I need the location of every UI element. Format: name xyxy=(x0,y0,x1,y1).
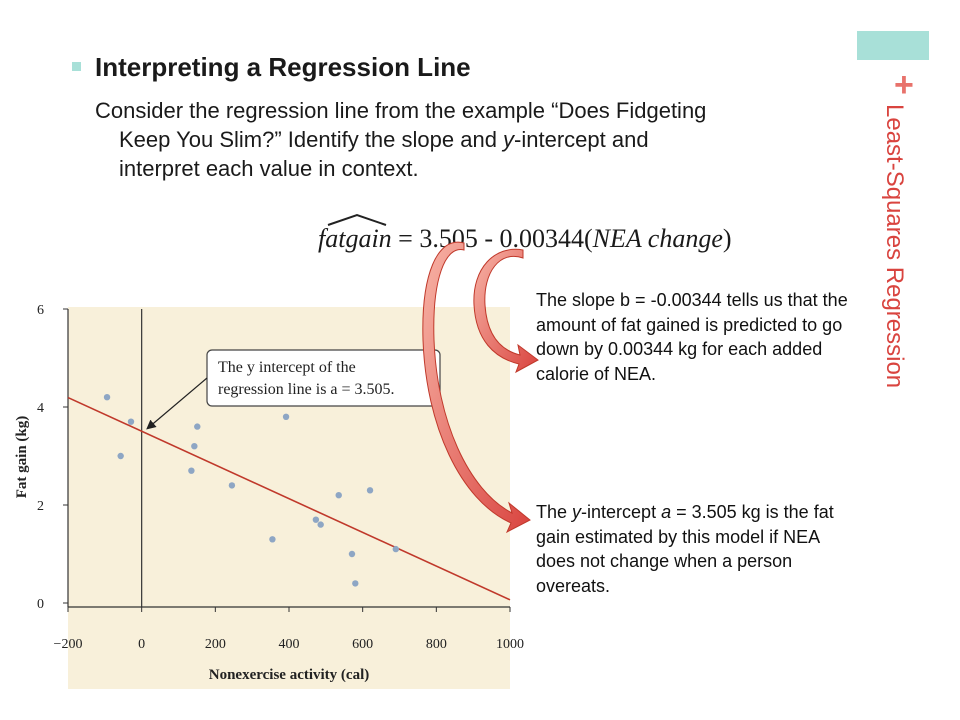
data-point xyxy=(194,423,201,430)
hat-symbol xyxy=(327,213,387,226)
body-text: Consider the regression line from the ex… xyxy=(95,96,855,183)
y-axis-label: Fat gain (kg) xyxy=(14,416,30,499)
data-point xyxy=(282,413,290,420)
y-tick-label: 6 xyxy=(37,303,44,318)
data-point xyxy=(348,550,356,558)
x-tick-label: 0 xyxy=(138,637,145,652)
body-line-2-italic: y xyxy=(503,127,515,152)
data-point xyxy=(317,521,324,528)
equation-response: fatgain xyxy=(318,224,392,253)
equation-close: ) xyxy=(722,224,732,253)
data-point xyxy=(352,580,359,587)
x-tick-label: 200 xyxy=(205,637,226,652)
data-point xyxy=(366,487,374,494)
regression-line-group xyxy=(67,396,511,601)
intercept-note: The y-intercept a = 3.505 kg is the fat … xyxy=(536,500,854,598)
y-tick-label: 4 xyxy=(37,401,44,416)
x-tick-label: 800 xyxy=(426,637,447,652)
x-tick-label: 600 xyxy=(352,637,373,652)
body-line-1: Consider the regression line from the ex… xyxy=(95,98,707,123)
tick-labels: −200 0 200 400 600 800 1000 0 2 4 6 xyxy=(37,303,524,652)
x-tick-label: 400 xyxy=(279,637,300,652)
equation-coefficients: = 3.505 - 0.00344( xyxy=(391,224,593,253)
body-line-2: Keep You Slim?” Identify the slope and y… xyxy=(95,125,855,154)
regression-line xyxy=(67,396,511,601)
x-axis-label: Nonexercise activity (cal) xyxy=(209,667,370,683)
intercept-note-a-var: a xyxy=(661,502,672,522)
data-point xyxy=(312,516,320,523)
data-point xyxy=(335,492,342,499)
corner-accent-bar xyxy=(857,31,929,60)
intercept-callout: The y intercept of the regression line i… xyxy=(146,349,441,430)
equation-predictor: NEA change xyxy=(592,224,723,253)
data-point xyxy=(127,418,135,425)
data-point xyxy=(191,443,198,450)
y-tick-label: 0 xyxy=(37,597,44,612)
body-line-2-a: Keep You Slim?” Identify the slope and xyxy=(119,127,504,152)
data-points xyxy=(103,394,400,587)
callout-line-2: regression line is a = 3.505. xyxy=(218,381,395,398)
y-tick-label: 2 xyxy=(37,499,44,514)
intercept-note-y: y xyxy=(572,502,582,522)
body-line-2-b: -intercept and xyxy=(514,127,649,152)
bullet-marker xyxy=(72,62,81,71)
x-tick-label: −200 xyxy=(54,637,83,652)
slope-curved-arrow xyxy=(473,248,539,374)
regression-equation: fatgain = 3.505 - 0.00344(NEA change) xyxy=(318,224,732,254)
data-point xyxy=(392,545,400,553)
data-point xyxy=(269,536,276,543)
body-line-3: interpret each value in context. xyxy=(119,156,419,181)
x-tick-label: 1000 xyxy=(496,637,524,652)
data-point xyxy=(228,482,236,489)
data-point xyxy=(117,452,124,460)
slope-note: The slope b = -0.00344 tells us that the… xyxy=(536,290,848,384)
plus-symbol: + xyxy=(894,66,914,104)
intercept-note-c: = 3.505 kg is the fat gain estimated by … xyxy=(536,502,834,596)
chart-axes xyxy=(63,308,511,612)
data-point xyxy=(103,394,111,401)
intercept-note-b: -intercept xyxy=(581,502,662,522)
data-point xyxy=(188,467,195,474)
intercept-curved-arrow xyxy=(422,241,531,534)
callout-line-1: The y intercept of the xyxy=(218,359,356,376)
intercept-note-a: The xyxy=(536,502,573,522)
slide-heading: Interpreting a Regression Line xyxy=(95,52,471,82)
